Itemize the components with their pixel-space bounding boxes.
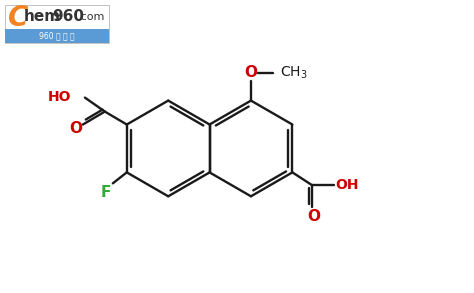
Text: O: O [307,209,320,224]
Text: .com: .com [77,12,105,22]
Text: CH$_3$: CH$_3$ [280,64,308,81]
Text: 960: 960 [53,9,84,24]
Text: F: F [100,185,111,200]
Text: O: O [69,121,82,136]
Text: HO: HO [47,90,71,104]
FancyBboxPatch shape [5,29,109,43]
Text: OH: OH [336,178,359,192]
Text: C: C [8,4,28,32]
FancyBboxPatch shape [5,5,109,43]
Text: hem: hem [24,9,61,24]
Text: O: O [245,65,257,80]
Text: 960 化 工 网: 960 化 工 网 [39,31,74,40]
